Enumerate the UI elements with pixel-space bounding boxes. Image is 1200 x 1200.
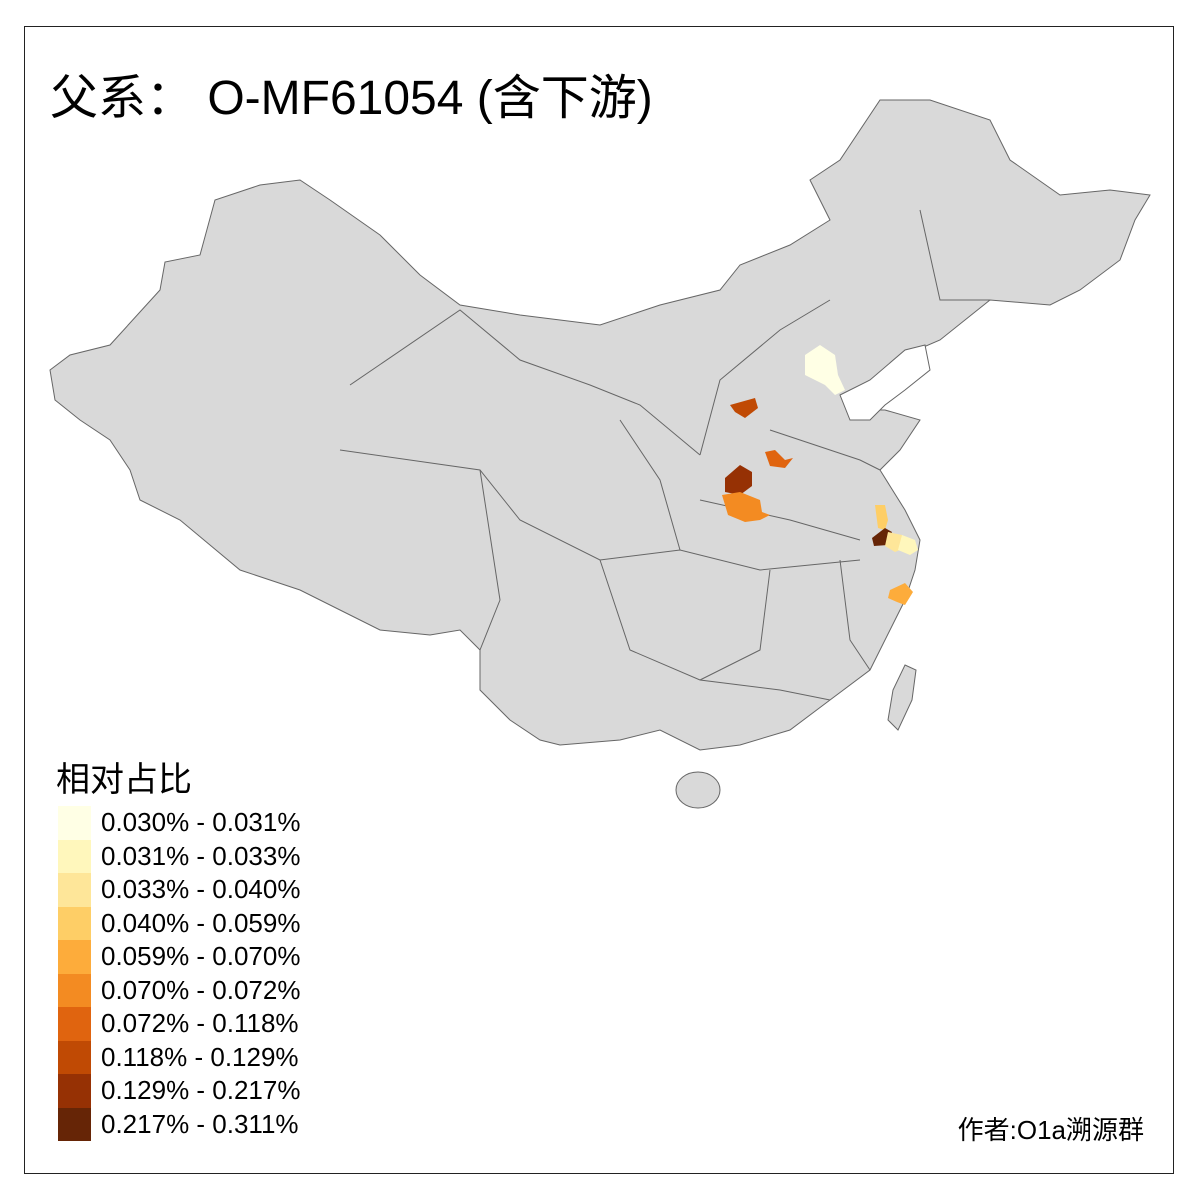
legend-item: 0.059% - 0.070%	[58, 940, 300, 974]
legend-label: 0.217% - 0.311%	[101, 1108, 299, 1139]
legend-item: 0.217% - 0.311%	[58, 1107, 299, 1141]
legend-swatch	[58, 1074, 91, 1108]
legend-item: 0.033% - 0.040%	[58, 873, 300, 907]
legend-title: 相对占比	[56, 761, 192, 799]
region-shanxi-south	[765, 450, 793, 468]
legend-label: 0.033% - 0.040%	[101, 874, 301, 905]
region-jiangsu-north	[875, 505, 888, 530]
legend-swatch	[58, 973, 91, 1007]
author-credit: 作者:O1a溯源群	[957, 1115, 1144, 1145]
region-suzhou	[898, 535, 918, 555]
legend-swatch	[58, 806, 91, 840]
legend-swatch	[58, 1107, 91, 1141]
legend-item: 0.040% - 0.059%	[58, 906, 301, 940]
legend-label: 0.040% - 0.059%	[101, 907, 301, 938]
legend-label: 0.118% - 0.129%	[101, 1041, 299, 1072]
legend-label: 0.070% - 0.072%	[101, 974, 301, 1005]
region-henan-southwest	[722, 492, 770, 522]
bohai-sea	[839, 344, 931, 421]
legend-label: 0.031% - 0.033%	[101, 840, 301, 871]
legend-swatch	[58, 906, 91, 940]
legend-label: 0.059% - 0.070%	[101, 941, 301, 972]
region-shanxi-north	[730, 398, 758, 418]
region-beijing-area	[805, 345, 845, 395]
china-mainland	[49, 99, 1151, 751]
legend-swatch	[58, 873, 91, 907]
hainan-island	[675, 771, 721, 809]
legend-item: 0.031% - 0.033%	[58, 839, 301, 873]
legend-swatch	[58, 940, 91, 974]
legend-label: 0.072% - 0.118%	[101, 1008, 299, 1039]
region-henan-west	[725, 465, 752, 495]
legend-item: 0.118% - 0.129%	[58, 1040, 299, 1074]
legend-item: 0.070% - 0.072%	[58, 973, 301, 1007]
taiwan-island	[887, 664, 917, 731]
legend-item: 0.072% - 0.118%	[58, 1007, 299, 1041]
legend-swatch	[58, 1007, 91, 1041]
legend-item: 0.030% - 0.031%	[58, 806, 300, 840]
legend-item: 0.129% - 0.217%	[58, 1074, 300, 1108]
legend-label: 0.129% - 0.217%	[101, 1075, 301, 1106]
legend-swatch	[58, 1040, 91, 1074]
map-frame	[24, 26, 1174, 1174]
legend-swatch	[58, 839, 91, 873]
map-title: 父系： O-MF61054 (含下游)	[50, 72, 653, 125]
legend-label: 0.030% - 0.031%	[101, 807, 301, 838]
region-zhejiang	[888, 583, 913, 605]
choropleth-regions	[722, 345, 918, 605]
